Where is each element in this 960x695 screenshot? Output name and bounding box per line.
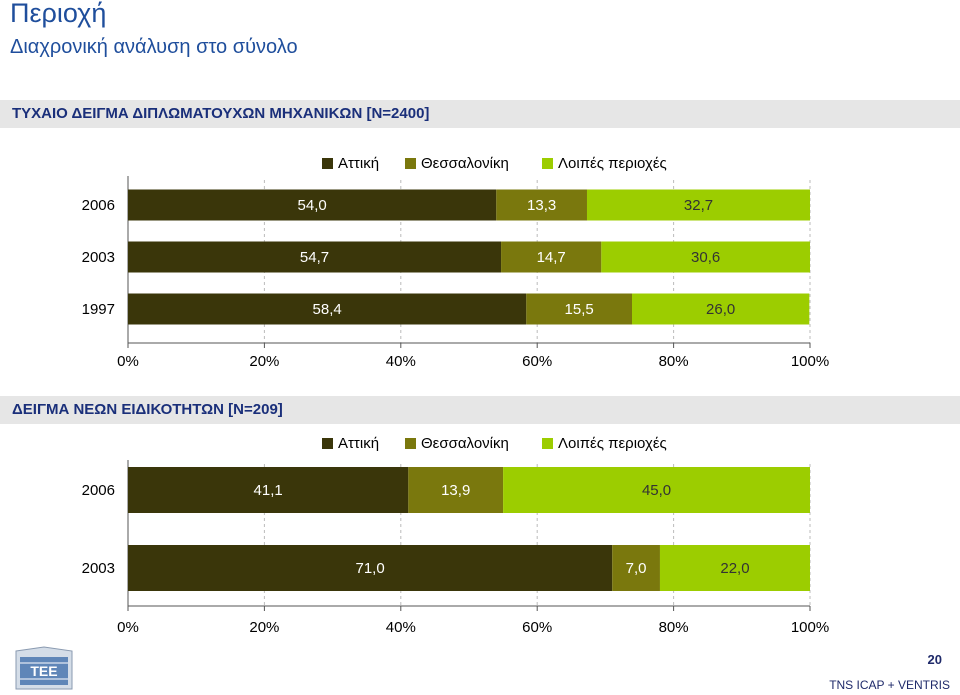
legend-swatch [405, 158, 416, 169]
page-subtitle: Διαχρονική ανάλυση στο σύνολο [10, 36, 298, 58]
x-tick-label: 40% [386, 353, 416, 370]
legend-label: Λοιπές περιοχές [558, 435, 667, 452]
category-label: 2003 [82, 560, 115, 577]
bar-segment [496, 189, 587, 221]
data-label: 13,3 [527, 197, 556, 214]
data-label: 41,1 [254, 482, 283, 499]
data-label: 15,5 [565, 301, 594, 318]
bar-segment [128, 241, 502, 273]
x-tick-label: 60% [522, 353, 552, 370]
page-number: 20 [927, 652, 942, 667]
legend-label: Θεσσαλονίκη [421, 155, 509, 172]
x-tick-label: 60% [522, 619, 552, 636]
bar-segment [128, 467, 409, 513]
bar-segment [612, 545, 660, 591]
x-tick-label: 40% [386, 619, 416, 636]
data-label: 7,0 [626, 560, 647, 577]
chart1-title: ΤΥΧΑΙΟ ΔΕΙΓΜΑ ΔΙΠΛΩΜΑΤΟΥΧΩΝ ΜΗΧΑΝΙΚΩΝ [N… [12, 105, 430, 122]
bar-segment [659, 545, 810, 591]
x-tick-label: 80% [659, 619, 689, 636]
legend-swatch [322, 438, 333, 449]
bar-segment [128, 189, 497, 221]
category-label: 2006 [82, 482, 115, 499]
footer-brand: TNS ICAP + VENTRIS [829, 678, 950, 692]
data-label: 54,0 [298, 197, 327, 214]
legend-label: Αττική [338, 435, 379, 452]
chart1: Αττική Θεσσαλονίκη Λοιπές περιοχές 54,0 13,3… [82, 155, 830, 370]
category-label: 2006 [82, 197, 115, 214]
bar-segment [128, 293, 527, 325]
data-label: 22,0 [720, 560, 749, 577]
data-label: 45,0 [642, 482, 671, 499]
bar-segment [601, 241, 810, 273]
data-label: 26,0 [706, 301, 735, 318]
chart2-title-band: ΔΕΙΓΜΑ ΝΕΩΝ ΕΙΔΙΚΟΤΗΤΩΝ [N=209] [0, 396, 960, 424]
bar-segment [503, 467, 810, 513]
x-tick-label: 80% [659, 353, 689, 370]
chart2-title: ΔΕΙΓΜΑ ΝΕΩΝ ΕΙΔΙΚΟΤΗΤΩΝ [N=209] [12, 401, 283, 418]
chart2: Αττική Θεσσαλονίκη Λοιπές περιοχές 41,1 13,9… [82, 435, 830, 636]
legend-swatch [405, 438, 416, 449]
data-label: 54,7 [300, 249, 329, 266]
x-tick-label: 100% [791, 353, 829, 370]
legend-label: Αττική [338, 155, 379, 172]
x-tick-label: 100% [791, 619, 829, 636]
x-tick-label: 20% [249, 353, 279, 370]
svg-text:ΤΕΕ: ΤΕΕ [30, 663, 57, 679]
data-label: 13,9 [441, 482, 470, 499]
data-label: 32,7 [684, 197, 713, 214]
bar-segment [128, 545, 613, 591]
category-label: 1997 [82, 301, 115, 318]
bar-segment [408, 467, 504, 513]
legend-swatch [542, 438, 553, 449]
bar-segment [631, 293, 810, 325]
legend-label: Θεσσαλονίκη [421, 435, 509, 452]
bar-segment [501, 241, 602, 273]
category-label: 2003 [82, 249, 115, 266]
x-tick-label: 0% [117, 353, 139, 370]
legend-swatch [542, 158, 553, 169]
data-label: 30,6 [691, 249, 720, 266]
bar-segment [586, 189, 810, 221]
data-label: 71,0 [356, 560, 385, 577]
tee-logo: ΤΕΕ [10, 645, 78, 693]
data-label: 14,7 [537, 249, 566, 266]
legend-swatch [322, 158, 333, 169]
bar-segment [526, 293, 632, 325]
x-tick-label: 20% [249, 619, 279, 636]
data-label: 58,4 [313, 301, 342, 318]
legend-label: Λοιπές περιοχές [558, 155, 667, 172]
page-title: Περιοχή [10, 0, 107, 28]
x-tick-label: 0% [117, 619, 139, 636]
chart1-title-band: ΤΥΧΑΙΟ ΔΕΙΓΜΑ ΔΙΠΛΩΜΑΤΟΥΧΩΝ ΜΗΧΑΝΙΚΩΝ [N… [0, 100, 960, 128]
